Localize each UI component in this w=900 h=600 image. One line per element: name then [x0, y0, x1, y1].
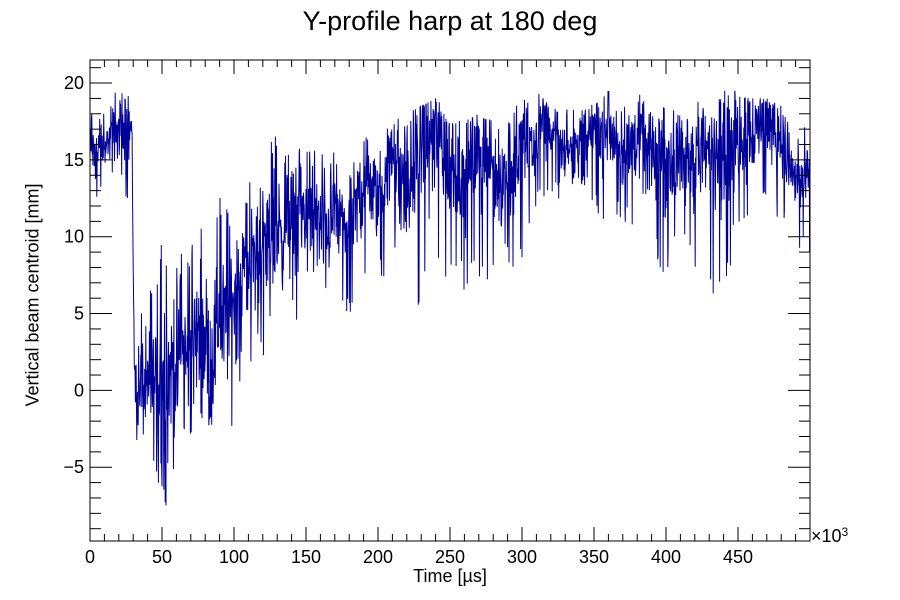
x-tick-label: 200 — [363, 547, 393, 567]
y-tick-label: 15 — [64, 150, 84, 170]
x-tick-label: 400 — [651, 547, 681, 567]
x-axis-multiplier-exponent: 3 — [841, 525, 849, 539]
y-tick-label: 5 — [74, 304, 84, 324]
x-tick-label: 50 — [152, 547, 172, 567]
axes: 0 50 100 150 200 250 300 350 400 450 −5 0 5 10 15 20 — [63, 59, 811, 567]
series-line — [89, 90, 811, 506]
y-tick-label: 0 — [74, 380, 84, 400]
x-tick-label: 300 — [507, 547, 537, 567]
x-axis-label: Time [µs] — [413, 566, 487, 586]
x-tick-label: 150 — [291, 547, 321, 567]
y-tick-label: −5 — [63, 457, 84, 477]
chart-title: Y-profile harp at 180 deg — [302, 6, 598, 36]
x-tick-label: 350 — [579, 547, 609, 567]
x-tick-label: 250 — [435, 547, 465, 567]
x-tick-label: 100 — [219, 547, 249, 567]
x-tick-label: 450 — [723, 547, 753, 567]
x-axis-multiplier: ×103 — [811, 525, 848, 547]
series-trace — [89, 90, 811, 506]
x-tick-label: 0 — [85, 547, 95, 567]
y-tick-label: 10 — [64, 227, 84, 247]
x-axis-multiplier-base: ×10 — [811, 526, 842, 546]
y-tick-label: 20 — [64, 73, 84, 93]
